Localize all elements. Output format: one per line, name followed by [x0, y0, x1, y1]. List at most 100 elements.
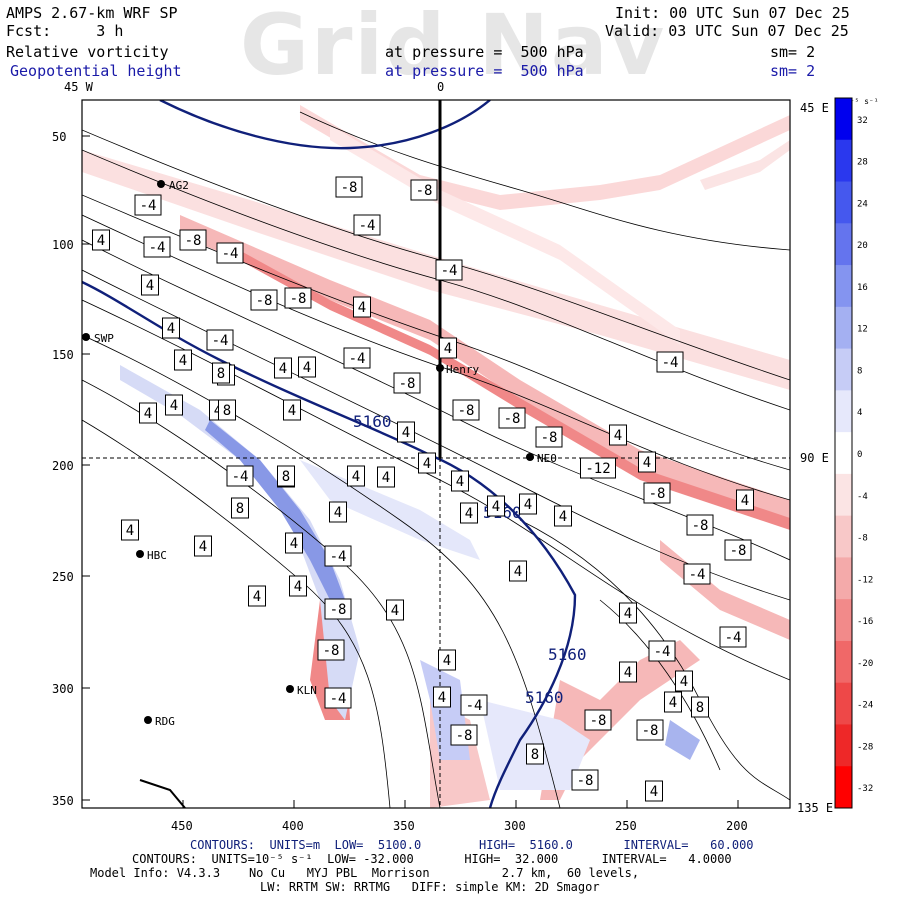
vort-label: -4 [232, 469, 249, 485]
vort-label: 4 [97, 233, 105, 249]
vort-label-box [248, 585, 266, 607]
vort-label: 8 [531, 747, 539, 763]
vort-label-box [719, 626, 747, 648]
vort-label: 4 [334, 505, 342, 521]
colorbar-swatch [835, 599, 852, 642]
colorbar-label: 24 [857, 199, 868, 209]
vort-label: 8 [223, 403, 231, 419]
vort-label: -4 [330, 691, 347, 707]
vort-label-box [451, 470, 469, 492]
vort-label: -4 [330, 549, 347, 565]
vort-label-box [283, 399, 301, 421]
vort-label: -4 [689, 567, 706, 583]
plot-frame [81, 99, 791, 809]
vort-label: -4 [441, 263, 458, 279]
station-dot-ag2 [157, 180, 165, 188]
vort-label: -8 [642, 723, 659, 739]
pos-vort-band [205, 420, 345, 610]
station-label-henry: Henry [446, 363, 479, 376]
footer-model-info: Model Info: V4.3.3 No Cu MYJ PBL Morriso… [90, 866, 640, 880]
pos-vort-band [665, 720, 700, 760]
valid-time: Valid: 03 UTC Sun 07 Dec 25 [605, 22, 849, 40]
colorbar-swatch [835, 98, 852, 141]
vort-label-box [218, 399, 236, 421]
vort-label: 4 [126, 523, 134, 539]
footer-height-contours: CONTOURS: UNITS=m LOW= 5100.0 HIGH= 5160… [190, 838, 754, 852]
y-tick-label: 350 [52, 794, 74, 808]
vort-label-box [571, 769, 599, 791]
height-label: 5160 [353, 412, 392, 431]
vort-label: -12 [585, 461, 610, 477]
vort-label-box [250, 289, 278, 311]
vort-label-box [324, 545, 352, 567]
field-vorticity: Relative vorticity [6, 43, 169, 61]
vort-label-box [353, 296, 371, 318]
colorbar-label: -8 [857, 534, 868, 544]
vort-label-box [141, 274, 159, 296]
station-dot-hbc [136, 550, 144, 558]
vort-label-box [324, 598, 352, 620]
vort-label: -4 [349, 351, 366, 367]
vort-label-box [645, 780, 663, 802]
colorbar-label: 20 [857, 241, 868, 251]
vort-label: -4 [466, 698, 483, 714]
vort-label-box [619, 602, 637, 624]
vort-label-box [580, 457, 616, 479]
station-label-rdg: RDG [155, 715, 175, 728]
colorbar-frame [834, 97, 853, 809]
colorbar-swatch [835, 265, 852, 308]
colorbar-label: 32 [857, 116, 868, 126]
pressure-level-2: at pressure = 500 hPa [385, 62, 584, 80]
vort-label-box [231, 497, 249, 519]
vort-label-box [452, 399, 480, 421]
vort-label: 4 [624, 606, 632, 622]
vort-label: 4 [456, 474, 464, 490]
station-dot-rdg [144, 716, 152, 724]
vort-label: 4 [253, 589, 261, 605]
vort-label-box [335, 176, 363, 198]
colorbar-swatch [835, 557, 852, 600]
vort-label: -8 [185, 233, 202, 249]
vort-label-box [554, 505, 572, 527]
vort-label: 4 [391, 603, 399, 619]
vort-label-box [433, 686, 451, 708]
vort-label-box [343, 347, 371, 369]
vort-label: 4 [643, 455, 651, 471]
forecast-hour: Fcst: 3 h [6, 22, 124, 40]
station-label-kln: KLN [297, 684, 317, 697]
vort-label-box [435, 259, 463, 281]
station-dot-henry [436, 364, 444, 372]
vort-label-box [347, 465, 365, 487]
colorbar-swatch [835, 515, 852, 558]
vort-label-box [683, 563, 711, 585]
vort-label: 4 [146, 278, 154, 294]
vort-label: 4 [559, 509, 567, 525]
vort-label: -8 [256, 293, 273, 309]
vort-label: -8 [290, 291, 307, 307]
colorbar-swatch [835, 682, 852, 725]
vort-label-box [162, 317, 180, 339]
vort-label-box [584, 709, 612, 731]
vort-label: 4 [382, 470, 390, 486]
vort-label-box [410, 179, 438, 201]
vort-label-box [212, 362, 230, 384]
colorbar-swatch [835, 348, 852, 391]
vort-label: -4 [359, 218, 376, 234]
vort-label: 4 [465, 506, 473, 522]
vort-label-box [636, 719, 664, 741]
vort-label: 4 [303, 360, 311, 376]
vort-label-box [460, 502, 478, 524]
colorbar-swatch [835, 640, 852, 684]
colorbar-label: 28 [857, 158, 868, 168]
x-tick-label: 200 [726, 819, 748, 833]
vort-label: -8 [458, 403, 475, 419]
station-label-neo: NEO [537, 452, 557, 465]
vort-label-box [284, 287, 312, 309]
field-geopotential: Geopotential height [10, 62, 182, 80]
colorbar-swatch [835, 223, 852, 266]
vort-label: -8 [577, 773, 594, 789]
vort-label: -8 [399, 376, 416, 392]
vort-label-box [393, 372, 421, 394]
colorbar-unit: 10⁻⁵ s⁻¹ [840, 97, 879, 106]
vort-label: -8 [416, 183, 433, 199]
